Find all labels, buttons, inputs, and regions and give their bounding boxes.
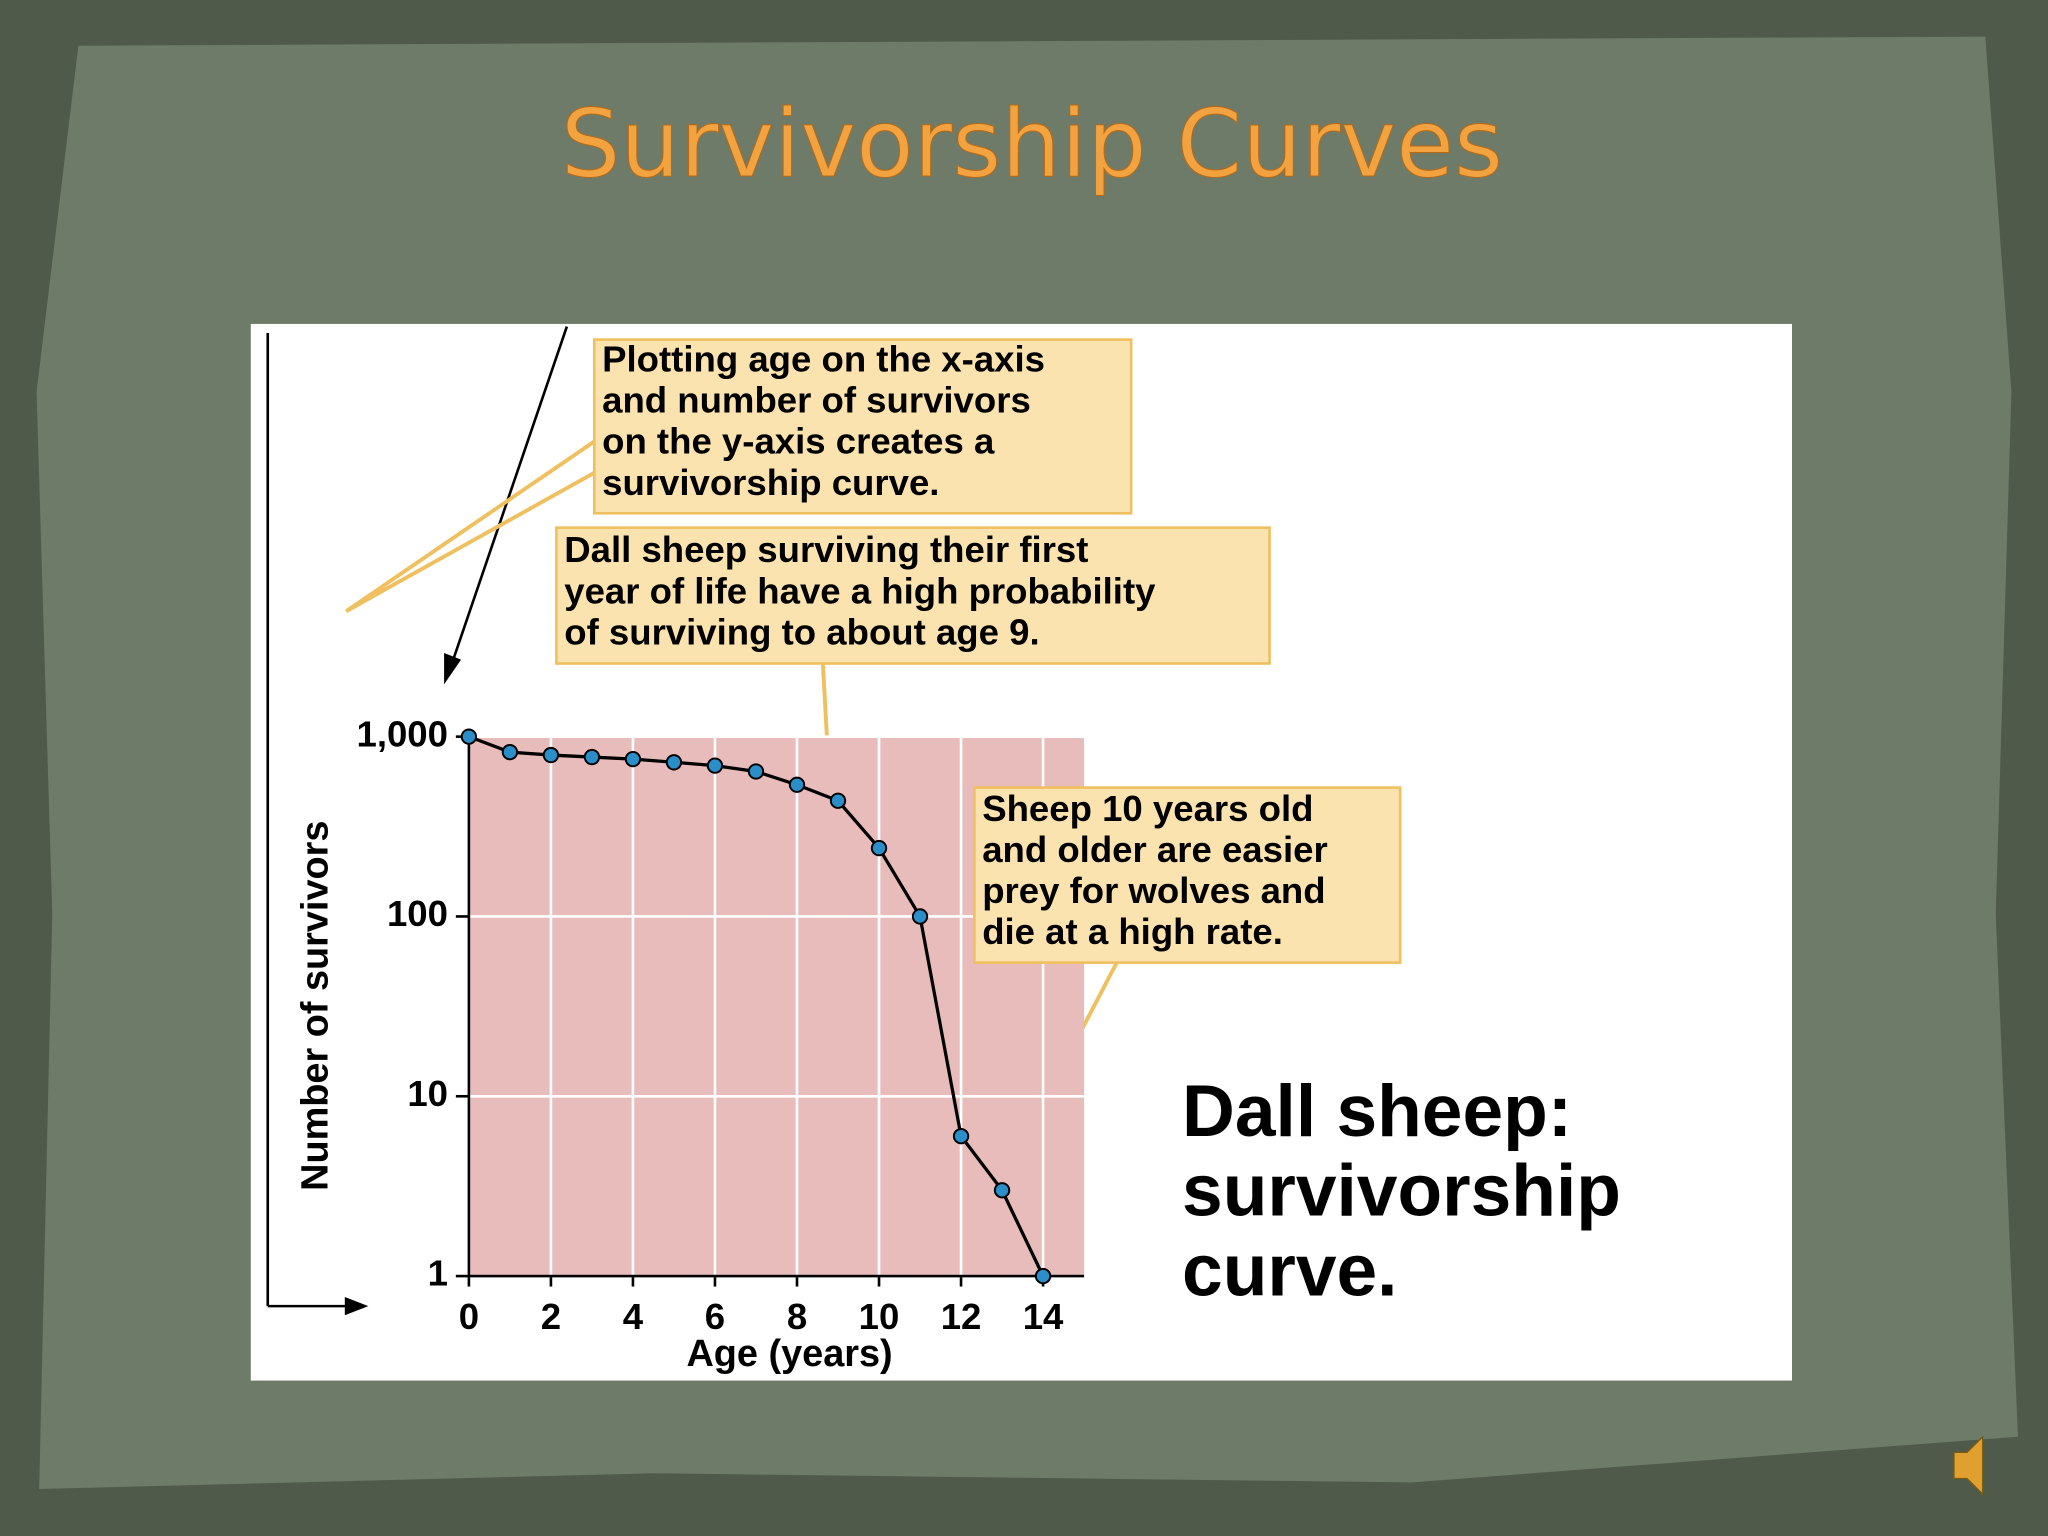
data-point (542, 746, 560, 764)
callout-text: year of life have a high probability (564, 570, 1156, 611)
x-tick-label: 10 (859, 1296, 900, 1337)
data-point (829, 792, 847, 809)
x-axis-label: Age (years) (686, 1333, 892, 1375)
arrowhead (344, 1296, 369, 1316)
callout-text: survivorship curve. (602, 462, 939, 503)
callout-text: and number of survivors (602, 380, 1031, 421)
x-tick-label: 14 (1023, 1296, 1064, 1337)
y-tick-label: 1,000 (356, 713, 447, 754)
callout-box (555, 526, 1271, 665)
data-point (460, 728, 478, 745)
callout-text: Dall sheep surviving their first (564, 529, 1088, 570)
data-point (665, 754, 683, 771)
callout-text: of surviving to about age 9. (564, 611, 1039, 652)
data-point (788, 776, 806, 793)
callout-pointer (345, 439, 596, 613)
callout-box (973, 786, 1402, 964)
data-point (583, 748, 601, 766)
x-tick-label: 2 (541, 1296, 561, 1337)
data-point (911, 908, 929, 925)
y-tick-label: 1 (428, 1253, 448, 1294)
callout-text: Sheep 10 years old (982, 788, 1313, 829)
x-tick-label: 4 (623, 1296, 644, 1337)
slide-title: Survivorship Curves (561, 90, 1503, 199)
y-tick-label: 10 (407, 1073, 448, 1114)
data-point (501, 743, 519, 761)
data-point (993, 1182, 1011, 1199)
x-tick-label: 6 (705, 1296, 725, 1337)
arrow (450, 326, 569, 664)
callout-text: and older are easier (982, 829, 1328, 870)
y-tick-label: 100 (387, 893, 448, 934)
data-point (706, 757, 724, 774)
callout-text: on the y-axis creates a (602, 421, 995, 462)
data-point (870, 839, 888, 857)
caption: curve. (1182, 1230, 1397, 1311)
arrowhead (444, 653, 462, 685)
callout-text: prey for wolves and (982, 870, 1325, 911)
caption: Dall sheep: (1182, 1071, 1572, 1152)
x-tick-label: 0 (459, 1296, 479, 1337)
data-point (1034, 1267, 1052, 1285)
x-tick-label: 8 (787, 1296, 807, 1337)
y-axis-label: Number of survivors (294, 821, 336, 1191)
speaker-icon[interactable] (1953, 1435, 1984, 1496)
data-point (624, 750, 642, 768)
callout-box (592, 338, 1133, 515)
data-point (952, 1127, 970, 1145)
callout-text: Plotting age on the x-axis (602, 338, 1045, 379)
x-tick-label: 12 (941, 1296, 982, 1337)
data-point (747, 763, 765, 780)
callout-text: die at a high rate. (982, 911, 1283, 952)
caption: survivorship (1182, 1151, 1621, 1232)
